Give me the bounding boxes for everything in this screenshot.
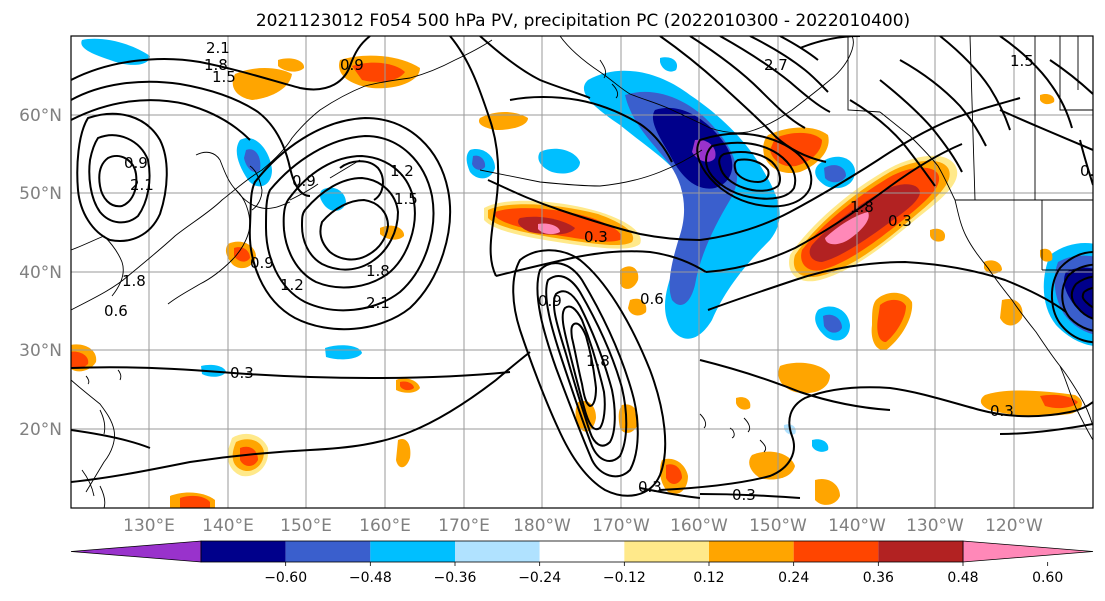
lon-label: 120°W: [985, 516, 1043, 536]
colorbar-swatch: [539, 541, 625, 562]
contour-labels: 2.1 1.8 1.5 0.9 2.7 1.5 0.9 2.1 1.8 1.5 …: [104, 39, 1104, 504]
colorbar-swatch: [370, 541, 455, 562]
colorbar-tick-label: 0.12: [693, 570, 724, 586]
contour-label: 0.6: [640, 290, 664, 308]
contour-label: 0.9: [250, 254, 274, 272]
contour-label: 1.2: [390, 162, 414, 180]
contour-label: 0.9: [538, 292, 562, 310]
colorbar-tick-label: 0.60: [1032, 570, 1063, 586]
contour-label: 0.6: [104, 302, 128, 320]
graticule: [71, 36, 1093, 508]
colorbar-tick-label: −0.36: [434, 570, 477, 586]
coastlines: [71, 36, 1093, 508]
colorbar-tick-label: −0.12: [603, 570, 646, 586]
colorbar-swatch: [455, 541, 540, 562]
colorbar-swatch: [878, 541, 963, 562]
lat-label: 50°N: [19, 184, 62, 204]
lon-label: 160°E: [359, 516, 411, 536]
contour-label: 0.3: [732, 486, 756, 504]
precip-shading: [71, 38, 1093, 508]
pv-contours: [71, 36, 1093, 499]
lat-label: 30°N: [19, 341, 62, 361]
lon-label: 130°W: [906, 516, 964, 536]
contour-label: 0.3: [990, 402, 1014, 420]
colorbar-tick-label: 0.24: [778, 570, 809, 586]
colorbar-outline: [200, 540, 964, 563]
colorbar-tick-label: −0.24: [518, 570, 561, 586]
colorbar-extend-low: [70, 540, 202, 563]
contour-label: 0.9: [124, 154, 148, 172]
contour-label: 0.3: [1080, 162, 1104, 180]
lat-label: 20°N: [19, 420, 62, 440]
contour-label: 1.2: [280, 276, 304, 294]
colorbar-tick-label: 0.36: [863, 570, 894, 586]
figure-title: 2021123012 F054 500 hPa PV, precipitatio…: [256, 11, 910, 31]
contour-label: 2.1: [366, 294, 390, 312]
colorbar-swatch: [709, 541, 794, 562]
contour-label: 1.8: [204, 56, 228, 74]
colorbar-extend-high: [962, 540, 1094, 563]
colorbar-swatch: [793, 541, 879, 562]
contour-label: 1.8: [586, 352, 610, 370]
contour-label: 1.5: [212, 68, 236, 86]
lon-label: 130°E: [123, 516, 175, 536]
lon-label: 170°E: [438, 516, 490, 536]
colorbar-tick-label: −0.48: [349, 570, 392, 586]
contour-label: 0.3: [888, 212, 912, 230]
latitude-labels: 60°N 50°N 40°N 30°N 20°N: [19, 106, 62, 440]
contour-label: 0.9: [340, 56, 364, 74]
contour-label: 1.8: [122, 272, 146, 290]
lon-label: 140°W: [828, 516, 886, 536]
lon-label: 150°W: [749, 516, 807, 536]
map-frame: [70, 35, 1094, 509]
contour-label: 0.3: [638, 478, 662, 496]
lon-label: 150°E: [280, 516, 332, 536]
lat-label: 60°N: [19, 106, 62, 126]
contour-label: 2.1: [206, 39, 230, 57]
lon-label: 180°W: [513, 516, 571, 536]
contour-label: 1.5: [394, 190, 418, 208]
lat-label: 40°N: [19, 263, 62, 283]
colorbar-swatch: [201, 541, 286, 562]
contour-label: 1.5: [1010, 52, 1034, 70]
lon-label: 140°E: [202, 516, 254, 536]
contour-label: 1.8: [366, 262, 390, 280]
contour-label: 1.8: [850, 198, 874, 216]
contour-label: 2.1: [130, 176, 154, 194]
colorbar-tick-label: 0.48: [947, 570, 978, 586]
colorbar-tick-label: −0.60: [264, 570, 307, 586]
map-panel: 2.1 1.8 1.5 0.9 2.7 1.5 0.9 2.1 1.8 1.5 …: [71, 36, 1104, 508]
lon-label: 160°W: [670, 516, 728, 536]
colorbar: −0.60 −0.48 −0.36 −0.24 −0.12 0.12 0.24 0.36 0.4…: [70, 540, 1094, 586]
contour-label: 2.7: [764, 56, 788, 74]
colorbar-swatch: [285, 541, 371, 562]
contour-label: 0.3: [584, 228, 608, 246]
contour-label: 0.9: [292, 172, 316, 190]
longitude-labels: 130°E 140°E 150°E 160°E 170°E 180°W 170°…: [123, 516, 1043, 536]
colorbar-swatch: [624, 541, 709, 562]
lon-label: 170°W: [592, 516, 650, 536]
contour-label: 0.3: [230, 364, 254, 382]
